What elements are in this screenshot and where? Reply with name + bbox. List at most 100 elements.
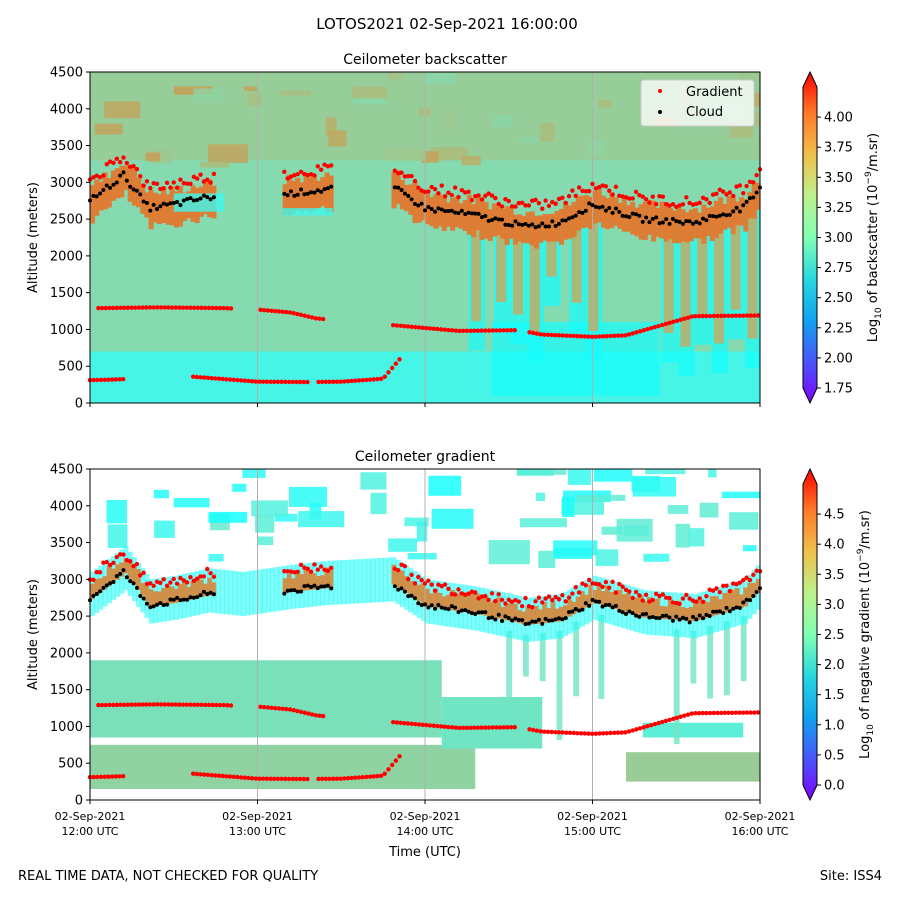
gradient-marker bbox=[97, 175, 103, 180]
gradient-marker bbox=[133, 702, 138, 707]
cloud-marker bbox=[396, 185, 401, 190]
gradient-marker bbox=[612, 333, 617, 339]
gradient-marker bbox=[181, 578, 186, 583]
gradient-marker bbox=[396, 171, 401, 176]
gradient-marker bbox=[301, 379, 306, 385]
gradient-cloud-cell bbox=[445, 594, 451, 610]
cloud-marker bbox=[516, 222, 521, 227]
gradient-marker bbox=[546, 594, 552, 599]
gradient-cloud-cell bbox=[186, 586, 192, 601]
gradient-marker bbox=[560, 593, 565, 598]
gradient-marker bbox=[460, 328, 466, 334]
cloud-marker bbox=[175, 200, 180, 205]
gradient-cloud-cell bbox=[663, 606, 669, 620]
gradient-marker bbox=[121, 305, 127, 310]
gradient-precip-streak bbox=[723, 621, 730, 696]
cloud-marker bbox=[402, 191, 407, 196]
gradient-marker bbox=[652, 324, 658, 330]
cloud-marker bbox=[624, 611, 628, 616]
cloud-marker bbox=[429, 603, 434, 608]
colorbar-tick-label: 2.75 bbox=[824, 261, 853, 276]
gradient-marker bbox=[501, 725, 506, 730]
gradient-marker bbox=[154, 181, 160, 187]
gradient-marker bbox=[704, 594, 709, 599]
cloud-marker bbox=[680, 615, 685, 620]
gradient-cloud-cell bbox=[512, 603, 518, 623]
gradient-cloud-cell bbox=[487, 602, 493, 617]
gradient-marker bbox=[751, 572, 756, 578]
backscatter-cloud-cell bbox=[500, 208, 506, 239]
gradient-marker bbox=[652, 721, 658, 727]
cloud-marker bbox=[553, 223, 558, 228]
gradient-marker bbox=[316, 379, 321, 385]
cloud-marker bbox=[409, 593, 414, 598]
gradient-marker bbox=[396, 567, 401, 573]
gradient-cloud-cell bbox=[299, 574, 305, 591]
cloud-marker bbox=[714, 214, 719, 219]
cloud-marker bbox=[684, 616, 689, 621]
gradient-marker bbox=[210, 305, 215, 311]
backscatter-colorbar-label: Log10 of backscatter (10−9/m.sr) bbox=[864, 133, 884, 342]
backscatter-precip-streak bbox=[713, 215, 724, 344]
cloud-marker bbox=[118, 173, 123, 178]
gradient-marker bbox=[453, 725, 459, 730]
gradient-marker bbox=[674, 715, 680, 720]
gradient-marker bbox=[714, 586, 719, 591]
cloud-marker bbox=[208, 590, 213, 595]
gradient-marker bbox=[575, 333, 580, 339]
backscatter-upper-texture bbox=[461, 155, 481, 166]
gradient-marker bbox=[356, 775, 362, 780]
gradient-marker bbox=[392, 566, 398, 572]
gradient-upper-patch bbox=[232, 483, 247, 492]
cloud-marker bbox=[141, 596, 146, 601]
gradient-cloud-cell bbox=[416, 584, 422, 602]
gradient-marker bbox=[284, 706, 289, 712]
cloud-marker bbox=[128, 184, 133, 189]
gradient-marker bbox=[188, 575, 193, 580]
gradient-marker bbox=[399, 170, 404, 175]
gradient-marker bbox=[438, 327, 444, 332]
gradient-marker bbox=[531, 330, 536, 336]
legend: Gradient Cloud bbox=[640, 79, 755, 127]
gradient-cloud-cell bbox=[718, 599, 724, 614]
gradient-marker bbox=[96, 702, 101, 708]
gradient-marker bbox=[653, 201, 659, 207]
backscatter-cloud-cell bbox=[303, 174, 309, 211]
gradient-upper-patch bbox=[616, 518, 653, 542]
gradient-marker bbox=[486, 725, 492, 730]
gradient-cloud-cell bbox=[425, 588, 431, 607]
backscatter-cloud-cell bbox=[559, 208, 565, 245]
gradient-marker bbox=[409, 173, 414, 179]
cloud-marker bbox=[299, 187, 304, 192]
gradient-marker bbox=[693, 313, 698, 319]
gradient-marker bbox=[295, 311, 300, 317]
gradient-marker bbox=[549, 332, 554, 338]
gradient-marker bbox=[282, 169, 287, 175]
gradient-marker bbox=[173, 305, 178, 310]
gradient-marker bbox=[573, 584, 578, 590]
gradient-cloud-cell bbox=[529, 605, 535, 625]
gradient-cloud-cell bbox=[311, 573, 317, 590]
gradient-marker bbox=[94, 570, 99, 575]
gradient-marker bbox=[563, 200, 568, 206]
gradient-marker bbox=[645, 327, 650, 332]
gradient-marker bbox=[276, 309, 282, 314]
gradient-upper-patch bbox=[404, 517, 429, 527]
gradient-marker bbox=[516, 599, 521, 604]
gradient-marker bbox=[556, 196, 562, 202]
gradient-marker bbox=[214, 702, 219, 708]
gradient-marker bbox=[499, 204, 505, 209]
gradient-marker bbox=[707, 587, 712, 592]
gradient-marker bbox=[111, 560, 116, 566]
backscatter-cloud-cell bbox=[713, 200, 719, 238]
gradient-marker bbox=[523, 203, 528, 208]
gradient-bl-band bbox=[90, 744, 476, 789]
x-tick-time: 13:00 UTC bbox=[229, 825, 286, 838]
gradient-marker bbox=[563, 599, 568, 604]
gradient-cloud-cell bbox=[324, 567, 330, 589]
backscatter-cloud-cell bbox=[676, 206, 682, 244]
cloud-marker bbox=[185, 197, 190, 202]
y-tick-label: 500 bbox=[58, 360, 83, 375]
gradient-marker bbox=[106, 377, 111, 382]
gradient-marker bbox=[283, 379, 288, 385]
